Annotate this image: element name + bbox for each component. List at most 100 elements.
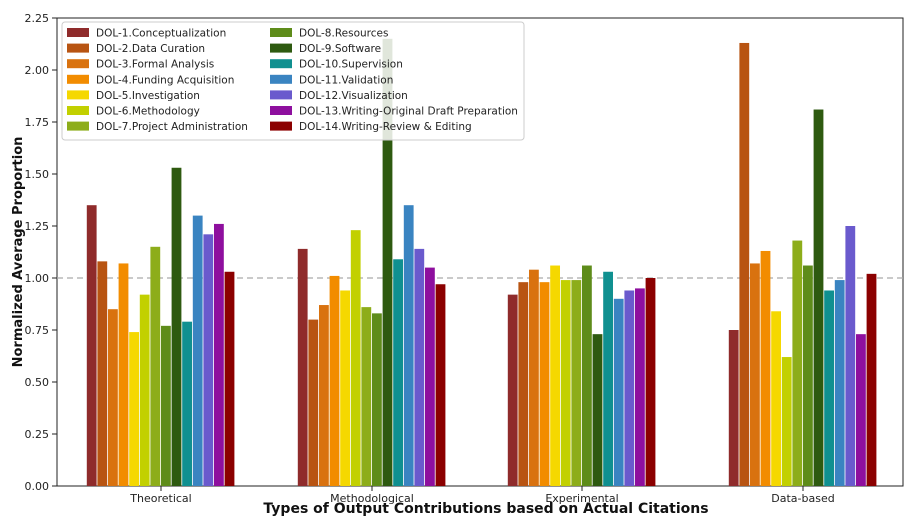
legend-swatch [67, 28, 89, 37]
bar [319, 305, 329, 486]
bar [760, 250, 771, 486]
bar [118, 263, 129, 486]
bar [824, 290, 834, 486]
y-tick-label: 0.75 [25, 324, 50, 337]
bar [560, 280, 571, 486]
legend-swatch [270, 28, 292, 37]
legend-label: DOL-12.Visualization [299, 90, 408, 102]
legend-swatch [67, 121, 89, 131]
bar [97, 261, 108, 486]
legend-label: DOL-6.Methodology [96, 106, 200, 118]
legend-label: DOL-1.Conceptualization [96, 28, 226, 40]
bar [403, 205, 414, 486]
legend-label: DOL-8.Resources [299, 28, 388, 40]
bar [329, 275, 340, 486]
bar [529, 269, 539, 486]
bar [129, 332, 139, 486]
bar [834, 280, 845, 486]
plot-area [56, 17, 904, 487]
y-axis-label: Normalized Average Proportion [11, 137, 26, 368]
bar [645, 278, 656, 486]
legend-label: DOL-7.Project Administration [96, 121, 248, 133]
x-tick-label: Methodological [330, 492, 414, 505]
legend-swatch [270, 121, 292, 131]
legend-swatch [270, 90, 292, 100]
bar [613, 298, 624, 486]
x-tick-label: Experimental [545, 492, 618, 505]
legend-label: DOL-14.Writing-Review & Editing [299, 121, 472, 133]
bars-group [86, 38, 877, 487]
bar [507, 294, 518, 486]
legend-box [61, 21, 525, 141]
legend-label: DOL-2.Data Curation [96, 43, 205, 55]
bar [393, 259, 403, 486]
bar [425, 267, 435, 486]
bar [224, 271, 235, 486]
legend-label: DOL-13.Writing-Original Draft Preparatio… [299, 106, 518, 118]
bar [139, 294, 150, 486]
legend-label: DOL-5.Investigation [96, 90, 200, 102]
legend: DOL-1.Conceptualization DOL-2.Data Curati… [61, 21, 525, 141]
bar [297, 248, 308, 486]
y-tick-label: 1.25 [25, 220, 50, 233]
bar [582, 265, 592, 486]
bar [192, 215, 203, 486]
bar [372, 313, 382, 486]
legend-label: DOL-3.Formal Analysis [96, 59, 214, 71]
bar [150, 246, 161, 486]
legend-swatch [270, 106, 292, 115]
y-tick-label: 2.25 [25, 12, 50, 25]
bar [550, 265, 560, 486]
bar [750, 263, 760, 486]
x-tick-label: Data-based [771, 492, 834, 505]
bar [845, 226, 856, 486]
plot-border [56, 17, 904, 487]
bar [214, 223, 224, 487]
y-axis: 0.00 0.25 0.50 0.75 1.00 1.25 1.50 1.75 2.00 2.25 [25, 12, 57, 493]
x-axis: Theoretical Methodological Experimental Dat… [129, 486, 835, 505]
legend-swatch [67, 90, 89, 100]
bar [340, 290, 350, 486]
legend-label: DOL-10.Supervision [299, 59, 403, 71]
legend-swatch [67, 59, 89, 69]
legend-swatch [270, 43, 292, 53]
bar [781, 357, 792, 486]
bar [571, 280, 582, 486]
bar [182, 321, 192, 486]
x-tick-label: Theoretical [129, 492, 191, 505]
bar [792, 240, 803, 486]
bar [518, 282, 529, 486]
bar [624, 290, 635, 486]
x-axis-label: Types of Output Contributions based on A… [263, 501, 708, 516]
bar [866, 273, 877, 486]
bar [382, 38, 393, 487]
bar [603, 271, 613, 486]
y-tick-label: 0.50 [25, 376, 50, 389]
bar [592, 334, 603, 486]
y-tick-label: 1.75 [25, 116, 50, 129]
bar [728, 330, 739, 486]
bar [803, 265, 813, 486]
bar [203, 234, 214, 486]
bar [108, 309, 118, 486]
bar [414, 248, 425, 486]
y-tick-label: 0.00 [25, 480, 50, 493]
legend-label: DOL-4.Funding Acquisition [96, 74, 234, 86]
legend-swatch [67, 43, 89, 53]
bar [435, 284, 446, 486]
bar [635, 288, 645, 486]
bar [171, 167, 182, 486]
bar [308, 319, 319, 486]
bar [739, 42, 750, 487]
bar [86, 205, 97, 486]
legend-swatch [67, 74, 89, 84]
bar [539, 282, 550, 486]
bar [161, 325, 171, 486]
y-tick-label: 2.00 [25, 64, 50, 77]
legend-swatch [270, 59, 292, 69]
y-tick-label: 1.50 [25, 168, 50, 181]
bar [813, 109, 824, 487]
legend-label: DOL-9.Software [299, 43, 381, 55]
bar [361, 307, 372, 486]
